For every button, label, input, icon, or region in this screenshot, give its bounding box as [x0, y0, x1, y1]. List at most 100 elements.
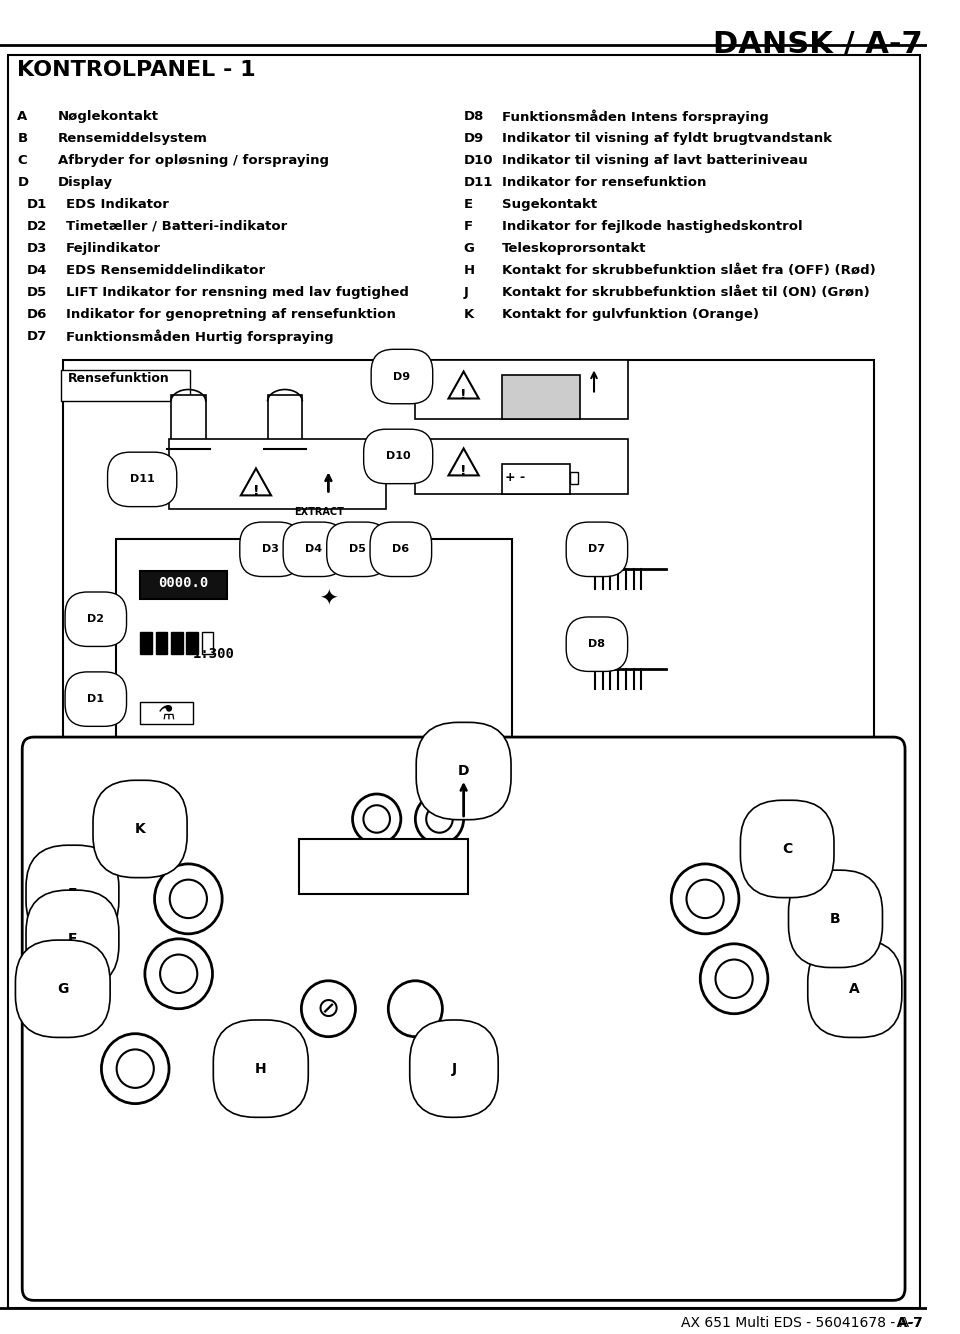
- Text: D4: D4: [305, 544, 323, 555]
- Text: 1:300: 1:300: [193, 647, 235, 662]
- Text: E: E: [68, 887, 77, 900]
- Circle shape: [145, 939, 212, 1009]
- Text: D: D: [458, 764, 469, 778]
- Text: D6: D6: [393, 544, 409, 555]
- FancyBboxPatch shape: [171, 395, 205, 450]
- Text: + -: + -: [505, 471, 525, 484]
- Text: B: B: [830, 912, 841, 926]
- Text: EDS Rensemiddelindikator: EDS Rensemiddelindikator: [65, 264, 265, 276]
- Text: Funktionsmåden Intens forspraying: Funktionsmåden Intens forspraying: [502, 109, 769, 124]
- Circle shape: [352, 794, 401, 844]
- Bar: [140, 571, 227, 599]
- Text: D4: D4: [27, 264, 47, 276]
- Bar: [140, 632, 152, 654]
- Text: D8: D8: [464, 109, 484, 123]
- Circle shape: [102, 1034, 169, 1103]
- Circle shape: [388, 980, 443, 1037]
- Text: C: C: [17, 153, 27, 167]
- Text: !: !: [461, 387, 467, 402]
- Text: Afbryder for opløsning / forspraying: Afbryder for opløsning / forspraying: [58, 153, 329, 167]
- Bar: [186, 632, 198, 654]
- Text: D9: D9: [464, 132, 484, 145]
- Text: EDS Indikator: EDS Indikator: [65, 197, 169, 211]
- Text: Nøglekontakt: Nøglekontakt: [58, 109, 159, 123]
- Circle shape: [364, 806, 390, 832]
- Text: ✦: ✦: [319, 590, 338, 610]
- Text: D3: D3: [262, 544, 279, 555]
- Bar: [202, 632, 213, 654]
- Text: D: D: [17, 176, 29, 189]
- Bar: [502, 464, 570, 495]
- Text: D3: D3: [27, 241, 47, 255]
- FancyBboxPatch shape: [8, 55, 920, 1309]
- Text: Timetæller / Batteri-indikator: Timetæller / Batteri-indikator: [65, 220, 287, 232]
- Text: D8: D8: [588, 639, 606, 650]
- Text: D7: D7: [588, 544, 606, 555]
- Text: G: G: [464, 241, 474, 255]
- Text: J: J: [451, 1062, 457, 1075]
- Text: Indikator til visning af fyldt brugtvandstank: Indikator til visning af fyldt brugtvand…: [502, 132, 832, 145]
- Bar: [171, 632, 182, 654]
- Text: A: A: [17, 109, 28, 123]
- Text: Kontakt for gulvfunktion (Orange): Kontakt for gulvfunktion (Orange): [502, 308, 759, 320]
- Circle shape: [170, 879, 207, 918]
- Text: D5: D5: [27, 285, 47, 299]
- Circle shape: [416, 794, 464, 844]
- Text: ⊘: ⊘: [317, 995, 340, 1023]
- Text: !: !: [252, 484, 259, 499]
- Circle shape: [671, 864, 739, 934]
- Text: A: A: [850, 982, 860, 995]
- Text: Kontakt for skrubbefunktion slået fra (OFF) (Rød): Kontakt for skrubbefunktion slået fra (O…: [502, 264, 876, 276]
- Bar: [416, 439, 628, 495]
- Text: H: H: [464, 264, 475, 276]
- Bar: [502, 375, 580, 419]
- FancyBboxPatch shape: [62, 360, 875, 739]
- Text: Indikator for rensefunktion: Indikator for rensefunktion: [502, 176, 707, 189]
- Text: D11: D11: [464, 176, 493, 189]
- Text: Display: Display: [58, 176, 113, 189]
- Text: KONTROLPANEL - 1: KONTROLPANEL - 1: [17, 60, 256, 80]
- Text: D2: D2: [27, 220, 47, 232]
- Bar: [570, 472, 578, 484]
- Text: K: K: [464, 308, 474, 320]
- Text: EXTRACT: EXTRACT: [294, 507, 344, 518]
- Circle shape: [155, 864, 222, 934]
- Text: D5: D5: [348, 544, 366, 555]
- Text: 0000.0: 0000.0: [158, 576, 208, 590]
- Bar: [140, 702, 193, 724]
- Text: D11: D11: [130, 475, 155, 484]
- Text: Funktionsmåden Hurtig forspraying: Funktionsmåden Hurtig forspraying: [65, 329, 333, 344]
- Text: Teleskoprorsontakt: Teleskoprorsontakt: [502, 241, 647, 255]
- Text: AX 651 Multi EDS - 56041678 - A-7: AX 651 Multi EDS - 56041678 - A-7: [681, 1317, 923, 1330]
- Text: D1: D1: [27, 197, 47, 211]
- Text: B: B: [17, 132, 28, 145]
- Text: F: F: [68, 932, 77, 946]
- Text: G: G: [57, 982, 68, 995]
- Circle shape: [700, 944, 768, 1014]
- Text: E: E: [464, 197, 472, 211]
- FancyBboxPatch shape: [60, 370, 190, 402]
- Text: H: H: [255, 1062, 267, 1075]
- Text: D6: D6: [27, 308, 47, 320]
- Bar: [169, 439, 386, 510]
- Text: D9: D9: [394, 372, 411, 382]
- Text: Rensemiddelsystem: Rensemiddelsystem: [58, 132, 207, 145]
- Text: Indikator for fejlkode hastighedskontrol: Indikator for fejlkode hastighedskontrol: [502, 220, 803, 232]
- Text: Indikator til visning af lavt batteriniveau: Indikator til visning af lavt batteriniv…: [502, 153, 808, 167]
- Text: ⚗: ⚗: [157, 703, 175, 723]
- Circle shape: [116, 1050, 154, 1089]
- Bar: [116, 539, 512, 739]
- Circle shape: [686, 879, 724, 918]
- Text: !: !: [461, 464, 467, 479]
- Bar: [156, 632, 167, 654]
- Text: Indikator for genopretning af rensefunktion: Indikator for genopretning af rensefunkt…: [65, 308, 396, 320]
- FancyBboxPatch shape: [22, 738, 905, 1301]
- Text: LIFT Indikator for rensning med lav fugtighed: LIFT Indikator for rensning med lav fugt…: [65, 285, 409, 299]
- Text: D10: D10: [464, 153, 493, 167]
- Text: J: J: [464, 285, 468, 299]
- Text: D7: D7: [27, 329, 47, 343]
- Text: D2: D2: [87, 614, 105, 624]
- Circle shape: [301, 980, 355, 1037]
- Bar: [416, 360, 628, 419]
- Text: DANSK / A-7: DANSK / A-7: [712, 29, 923, 59]
